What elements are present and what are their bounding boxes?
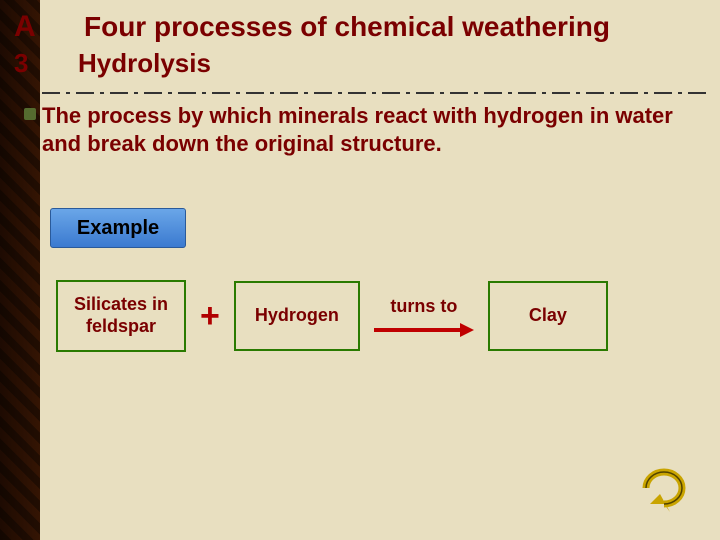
header-row: A Four processes of chemical weathering xyxy=(14,10,710,44)
divider-line xyxy=(42,92,710,94)
term-silicates: Silicates in feldspar xyxy=(56,280,186,352)
return-icon[interactable] xyxy=(636,464,692,512)
equation-row: Silicates in feldspar + Hydrogen turns t… xyxy=(56,280,690,352)
slide: A Four processes of chemical weathering … xyxy=(0,0,720,540)
term-hydrogen: Hydrogen xyxy=(234,281,360,351)
arrow-icon xyxy=(374,323,474,337)
decorative-strip xyxy=(0,0,40,540)
turns-to-group: turns to xyxy=(374,296,474,337)
body-text: The process by which minerals react with… xyxy=(42,102,700,157)
example-label: Example xyxy=(77,217,159,240)
page-subtitle: Hydrolysis xyxy=(78,48,211,79)
section-number: 3 xyxy=(14,48,64,79)
section-letter: A xyxy=(14,10,64,44)
page-title: Four processes of chemical weathering xyxy=(84,11,610,43)
turns-to-label: turns to xyxy=(390,296,457,317)
sub-row: 3 Hydrolysis xyxy=(14,48,710,79)
bullet-icon xyxy=(24,108,36,120)
example-label-box: Example xyxy=(50,208,186,248)
term-clay: Clay xyxy=(488,281,608,351)
plus-icon: + xyxy=(200,297,220,336)
